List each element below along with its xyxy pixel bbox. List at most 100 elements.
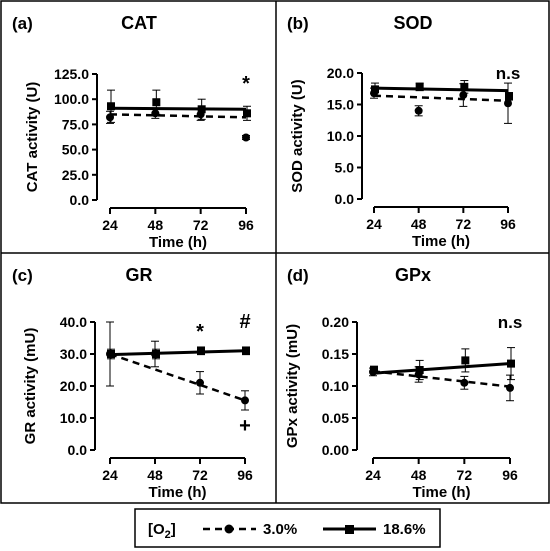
y-tick-label: 0.0 <box>68 442 88 458</box>
x-tick-label: 48 <box>411 467 427 483</box>
data-point-square <box>197 105 206 114</box>
fit-line-solid <box>109 349 246 357</box>
y-tick-label: 15.0 <box>327 97 354 113</box>
y-axis-label: CAT activity (U) <box>24 82 41 193</box>
data-point-circle <box>506 383 514 392</box>
x-tick-label: 48 <box>411 216 427 232</box>
data-point-circle <box>459 91 468 100</box>
significance-annotation: n.s <box>498 313 523 332</box>
y-tick-label: 5.0 <box>335 160 355 176</box>
panel-label: (d) <box>287 266 309 285</box>
y-axis-label: GR activity (mU) <box>22 328 39 445</box>
y-tick-label: 10.0 <box>327 128 354 144</box>
data-point-circle <box>504 99 512 108</box>
y-axis-label: GPx activity (mU) <box>284 324 301 448</box>
x-tick-label: 72 <box>456 216 472 232</box>
panel-a: (a) CAT 0.0 25.0 50.0 75.0 100.0 125.0 24 48 72 96 T… <box>12 13 254 251</box>
y-tick-label: 0.10 <box>322 378 349 394</box>
y-tick-label: 0.15 <box>322 346 349 362</box>
panel-c: (c) GR 0.0 10.0 20.0 30.0 40.0 24 48 72 96 Time (h)… <box>12 265 253 501</box>
data-point-square <box>415 366 424 374</box>
x-tick-label: 96 <box>238 217 254 233</box>
y-tick-label: 0.0 <box>335 191 355 207</box>
significance-annotation: + <box>239 415 251 437</box>
y-tick-label: 30.0 <box>60 346 87 362</box>
y-tick-label: 25.0 <box>62 167 89 183</box>
x-tick-label: 96 <box>237 467 253 483</box>
legend-label: 3.0% <box>263 521 297 538</box>
legend-title: [O2] <box>148 521 176 541</box>
y-tick-label: 0.20 <box>322 314 349 330</box>
data-point-square <box>415 82 424 91</box>
y-tick-label: 0.0 <box>70 192 90 208</box>
x-axis-label: Time (h) <box>148 484 206 501</box>
x-tick-label: 96 <box>500 216 516 232</box>
y-tick-label: 0.00 <box>322 442 349 458</box>
x-axis-label: Time (h) <box>412 233 470 250</box>
y-tick-label: 50.0 <box>62 142 89 158</box>
panel-d: (d) GPx 0.00 0.05 0.10 0.15 0.20 24 48 72 96 Time (… <box>284 265 522 501</box>
data-point-square <box>152 350 160 358</box>
data-point-square <box>370 366 378 374</box>
data-point-square <box>107 102 115 111</box>
data-point-square <box>461 356 470 365</box>
data-point-circle <box>242 133 250 142</box>
significance-annotation: * <box>242 73 250 95</box>
chart-title: CAT <box>121 13 157 33</box>
data-point-square <box>152 98 161 107</box>
y-tick-label: 20.0 <box>327 65 354 81</box>
x-tick-label: 72 <box>192 467 208 483</box>
legend-box <box>134 508 441 548</box>
x-tick-label: 24 <box>102 217 118 233</box>
significance-annotation: * <box>196 321 204 343</box>
data-point-circle <box>196 378 204 387</box>
data-point-square <box>197 346 205 355</box>
x-tick-label: 24 <box>102 467 118 483</box>
y-tick-label: 10.0 <box>60 410 87 426</box>
x-tick-label: 24 <box>365 467 381 483</box>
y-tick-label: 20.0 <box>60 378 87 394</box>
chart-title: GR <box>126 265 153 285</box>
data-point-square <box>107 350 115 358</box>
fit-line-solid <box>109 106 247 111</box>
x-tick-label: 96 <box>502 467 518 483</box>
y-axis-label: SOD activity (U) <box>289 79 306 192</box>
panel-label: (c) <box>12 266 33 285</box>
panel-label: (a) <box>12 14 33 33</box>
fit-line-dashed <box>109 352 246 402</box>
data-point-circle <box>241 396 249 405</box>
fit-line-dashed <box>373 94 509 102</box>
fit-line-dashed <box>372 370 511 388</box>
y-tick-label: 75.0 <box>62 116 89 132</box>
x-tick-label: 72 <box>193 217 209 233</box>
data-point-square <box>507 359 515 368</box>
data-point-circle <box>151 109 160 118</box>
legend-marker-square <box>345 525 354 534</box>
x-axis-label: Time (h) <box>149 234 207 251</box>
x-tick-label: 72 <box>457 467 473 483</box>
chart-title: GPx <box>395 265 431 285</box>
y-tick-label: 40.0 <box>60 314 87 330</box>
x-tick-label: 24 <box>366 216 382 232</box>
data-point-square <box>460 82 469 91</box>
fit-line-solid <box>372 362 511 375</box>
x-axis-label: Time (h) <box>412 484 470 501</box>
legend-label: 18.6% <box>383 521 426 538</box>
data-point-square <box>243 109 251 118</box>
data-point-circle <box>106 113 114 122</box>
significance-annotation: n.s <box>496 64 521 83</box>
panel-label: (b) <box>287 14 309 33</box>
y-tick-label: 0.05 <box>322 410 349 426</box>
legend: [O2] 3.0% 18.6% <box>134 508 441 548</box>
fit-line-solid <box>373 86 509 93</box>
y-tick-label: 100.0 <box>54 91 89 107</box>
x-tick-label: 48 <box>148 217 164 233</box>
data-point-square <box>371 85 379 94</box>
chart-title: SOD <box>393 13 432 33</box>
data-point-square <box>242 346 250 355</box>
data-point-circle <box>414 106 423 115</box>
x-tick-label: 48 <box>147 467 163 483</box>
data-point-circle <box>460 378 469 387</box>
data-point-square <box>505 92 513 101</box>
